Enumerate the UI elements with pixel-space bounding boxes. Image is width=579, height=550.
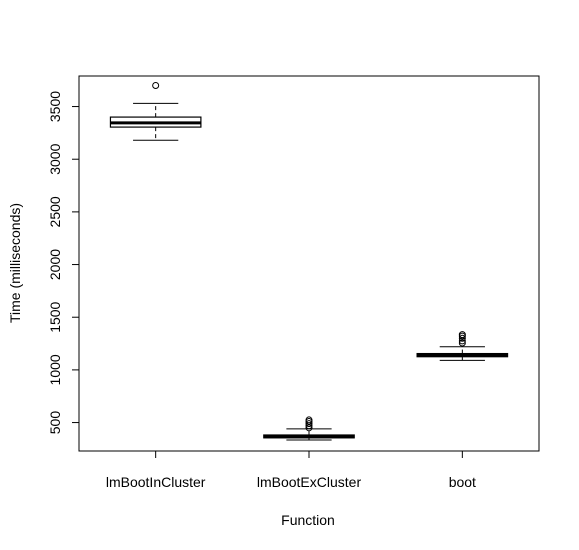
- plot-frame: [78, 75, 540, 452]
- y-tick-label: 3500: [47, 91, 63, 122]
- box-lmBootExCluster: [263, 416, 355, 441]
- y-tick-label: 500: [47, 411, 63, 435]
- box-lmBootInCluster: [109, 81, 202, 141]
- box-boot: [416, 331, 509, 361]
- y-tick-label: 3000: [47, 143, 63, 174]
- y-axis-title: Time (milliseconds): [7, 203, 23, 323]
- y-tick-label: 1000: [47, 354, 63, 385]
- x-tick-label: lmBootInCluster: [106, 474, 206, 490]
- x-axis-title: Function: [281, 512, 335, 528]
- y-tick-label: 1500: [47, 301, 63, 332]
- y-tick-label: 2500: [47, 196, 63, 227]
- y-axis: 500 1000 1500 2000 2500 3000 3500: [47, 91, 80, 435]
- outlier-point: [458, 339, 466, 347]
- x-tick-label: boot: [449, 474, 476, 490]
- outlier-point: [305, 416, 313, 424]
- y-tick-label: 2000: [47, 249, 63, 280]
- outlier-point: [458, 334, 466, 342]
- outlier-point: [152, 81, 160, 89]
- x-tick-label: lmBootExCluster: [257, 474, 362, 490]
- boxes: [109, 81, 509, 441]
- x-axis: lmBootInCluster lmBootExCluster boot: [106, 450, 476, 490]
- outlier-point: [305, 420, 313, 428]
- outlier-point: [458, 331, 466, 339]
